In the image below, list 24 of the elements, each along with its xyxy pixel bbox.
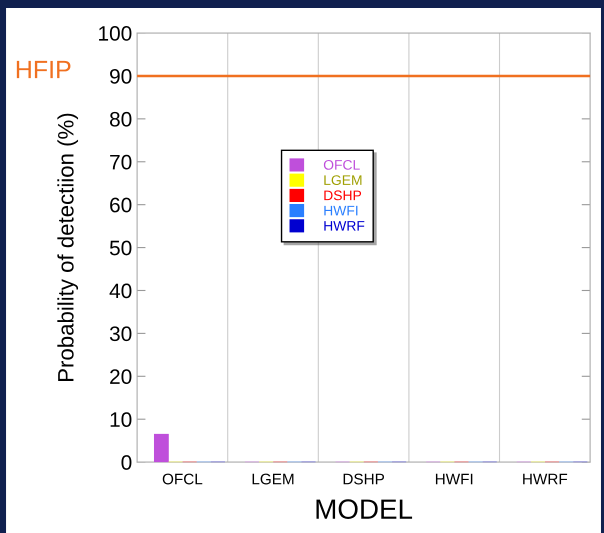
y-tick-label: 30 bbox=[110, 326, 132, 342]
x-tick-label: OFCL bbox=[162, 474, 202, 484]
y-tick-label: 50 bbox=[110, 240, 132, 256]
y-tick-label: 100 bbox=[99, 26, 132, 41]
y-tick-label: 80 bbox=[110, 112, 132, 127]
ref-line-label: HFIP bbox=[16, 60, 70, 78]
legend-label: HWRF bbox=[324, 221, 364, 231]
legend-label: LGEM bbox=[324, 175, 362, 186]
y-tick-label: 60 bbox=[110, 198, 132, 212]
x-axis-title: MODEL bbox=[316, 499, 412, 519]
y-tick-label: 40 bbox=[110, 283, 132, 298]
legend-label: OFCL bbox=[324, 160, 360, 170]
x-tick-label: DSHP bbox=[344, 474, 384, 484]
x-tick-label: HWFI bbox=[436, 474, 472, 484]
y-tick-label: 20 bbox=[110, 369, 132, 384]
x-tick-label: LGEM bbox=[252, 474, 294, 484]
y-axis-title: Probability of detectiion (%) bbox=[57, 114, 78, 381]
y-tick-label: 0 bbox=[121, 455, 132, 470]
legend-label: HWFI bbox=[324, 206, 358, 216]
y-tick-label: 70 bbox=[110, 154, 132, 170]
x-tick-label: HWRF bbox=[523, 474, 568, 484]
y-tick-label: 10 bbox=[110, 412, 132, 427]
legend-label: DSHP bbox=[324, 190, 362, 200]
y-tick-label: 90 bbox=[110, 68, 132, 84]
